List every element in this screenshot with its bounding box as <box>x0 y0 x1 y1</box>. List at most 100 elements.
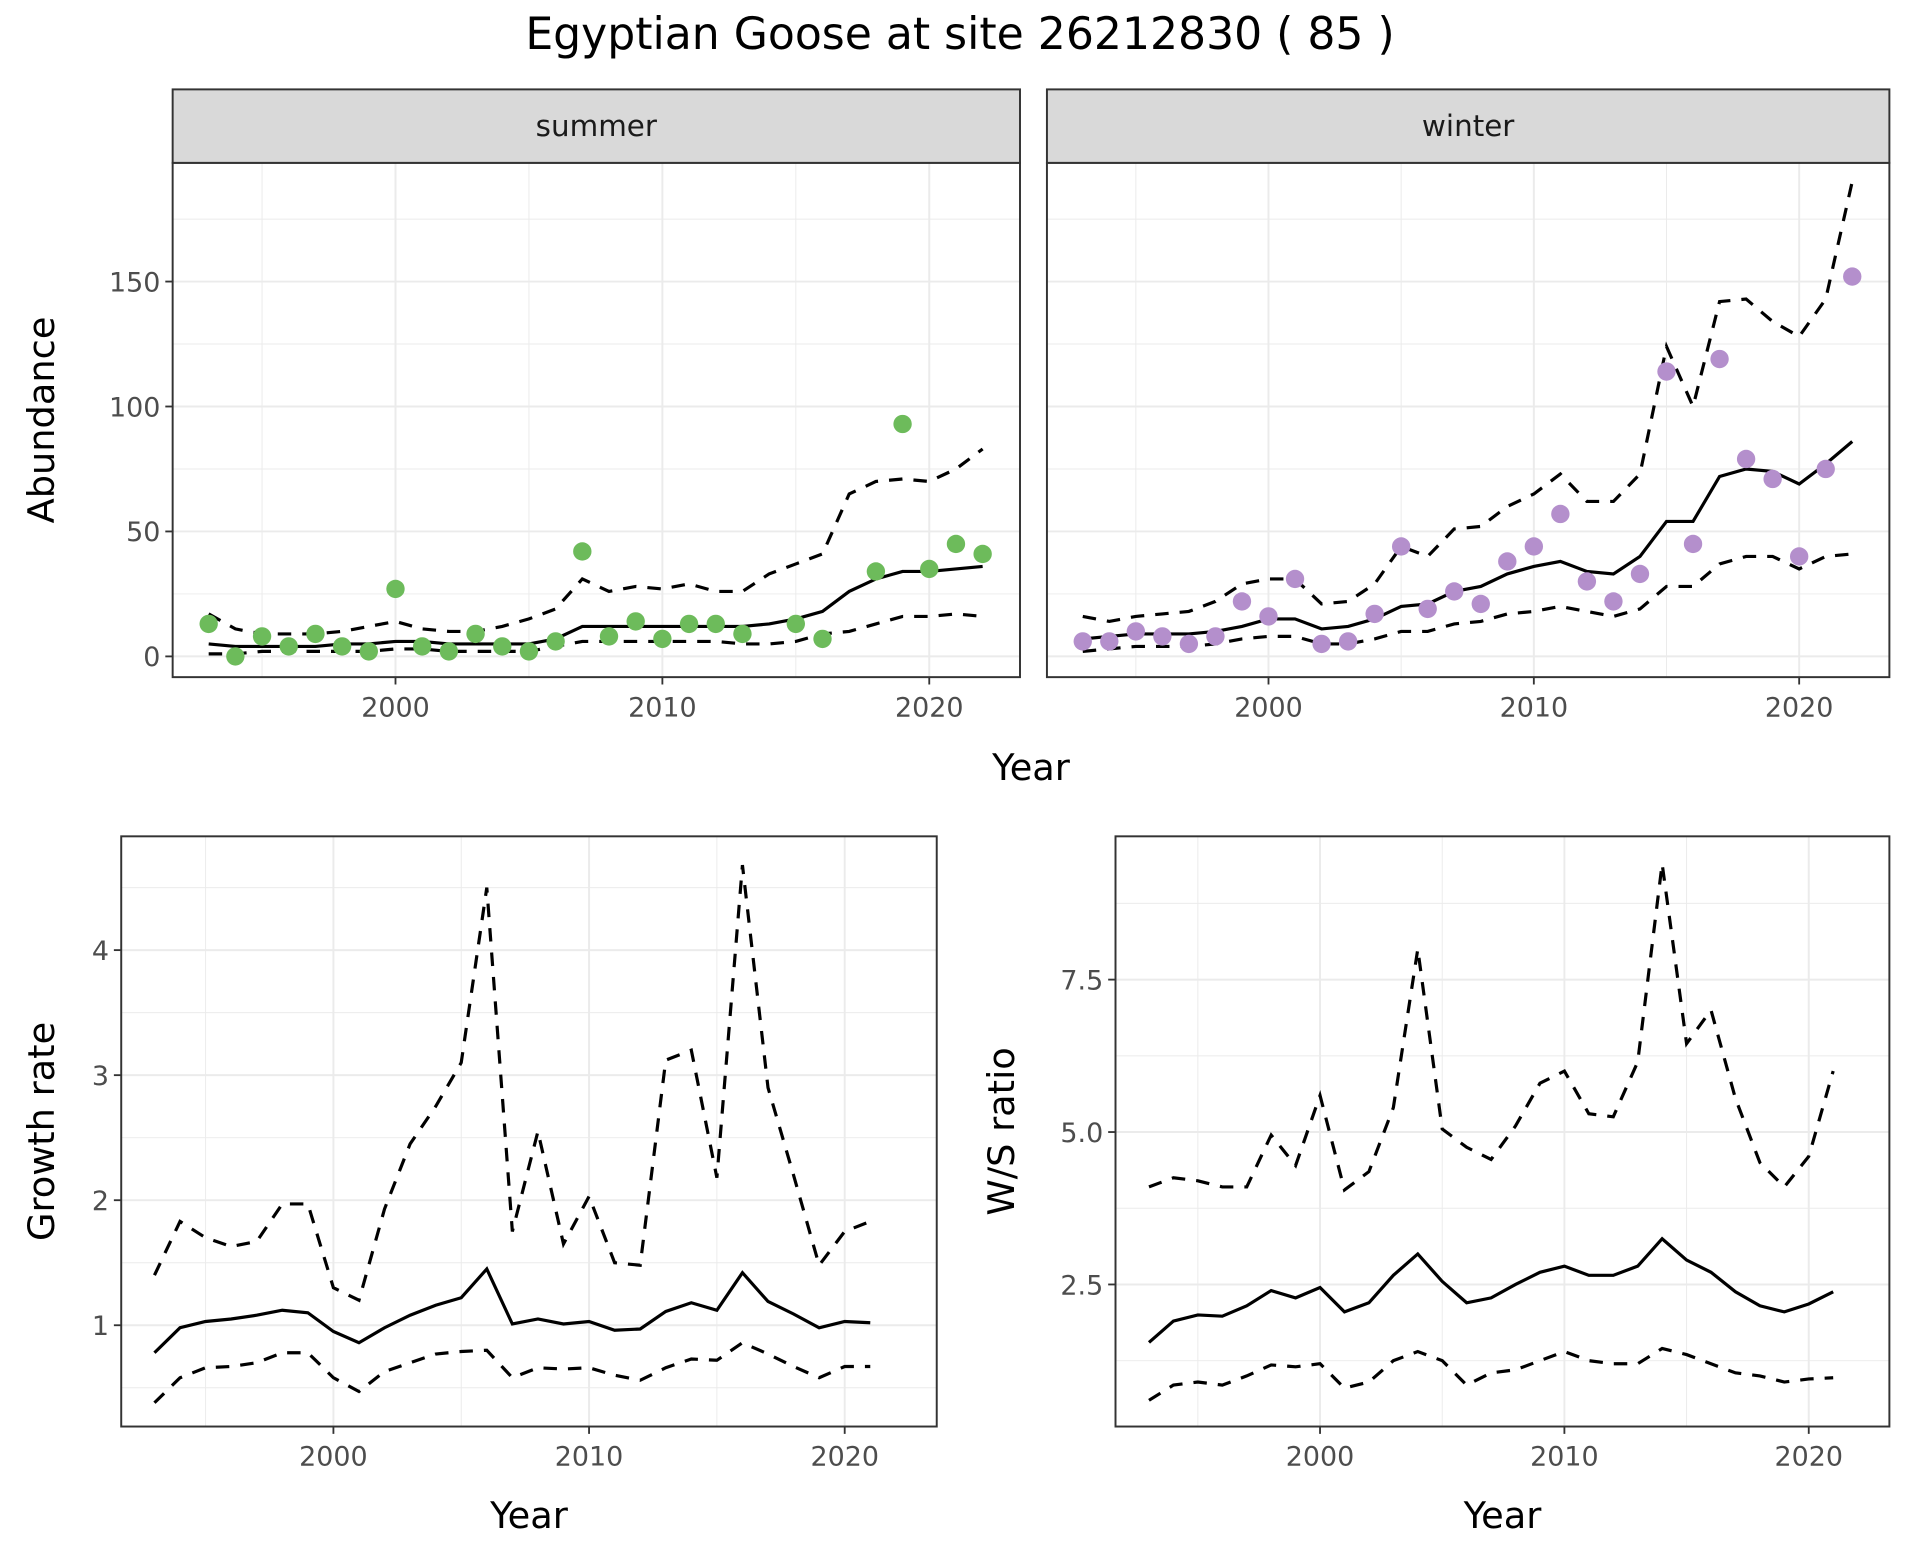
data-point <box>439 642 459 661</box>
data-point <box>1126 622 1146 641</box>
x-tick-label: 2010 <box>1500 692 1569 723</box>
series-line <box>1147 1236 1834 1344</box>
plot-area <box>1147 863 1835 1402</box>
y-tick-label: 5.0 <box>1060 1118 1103 1149</box>
data-point <box>546 632 565 651</box>
data-point <box>1418 599 1437 619</box>
y-tick-label: 0 <box>143 642 160 673</box>
series-line <box>153 1340 871 1404</box>
data-point <box>813 629 832 649</box>
data-point <box>626 612 645 631</box>
panel-background <box>172 162 1020 678</box>
data-point <box>1153 627 1172 646</box>
data-point <box>1736 449 1756 469</box>
data-point <box>413 637 432 656</box>
series-line <box>153 864 871 1303</box>
series-line <box>153 1266 871 1354</box>
data-point <box>599 627 619 646</box>
x-axis-title: Year <box>991 746 1071 789</box>
data-point <box>1206 627 1225 646</box>
data-point <box>1312 634 1331 654</box>
y-tick-label: 7.5 <box>1060 965 1103 996</box>
data-point <box>359 642 378 661</box>
data-point <box>252 627 272 646</box>
x-tick-label: 2020 <box>1765 692 1834 723</box>
strip-label: summer <box>536 109 658 143</box>
data-point <box>1445 582 1464 601</box>
y-tick-label: 100 <box>109 392 160 423</box>
data-point <box>1365 604 1384 624</box>
data-point <box>786 614 806 634</box>
data-point <box>893 414 912 434</box>
data-point <box>1100 632 1119 651</box>
figure-title: Egyptian Goose at site 26212830 ( 85 ) <box>525 9 1394 60</box>
x-tick-label: 2020 <box>895 692 964 723</box>
data-point <box>920 559 939 579</box>
data-point <box>1683 534 1703 554</box>
data-point <box>1843 267 1862 286</box>
data-point <box>679 614 699 634</box>
data-point <box>1763 469 1782 489</box>
data-point <box>199 614 218 634</box>
data-point <box>1391 537 1411 556</box>
x-tick-label: 2000 <box>361 692 430 723</box>
x-tick-label: 2020 <box>1774 1442 1843 1473</box>
data-point <box>1498 552 1517 571</box>
data-point <box>1285 569 1305 589</box>
y-axis-title: Growth rate <box>20 1022 63 1241</box>
strip-background <box>1045 88 1891 164</box>
data-point <box>1232 592 1252 611</box>
y-tick-label: 1 <box>92 1311 109 1342</box>
data-point <box>1630 564 1650 584</box>
x-tick-label: 2000 <box>299 1442 368 1473</box>
y-tick-label: 4 <box>92 936 109 967</box>
y-tick-label: 2 <box>92 1186 109 1217</box>
x-tick-label: 2010 <box>1530 1442 1599 1473</box>
data-point <box>1816 459 1835 479</box>
data-point <box>1179 634 1199 654</box>
x-axis-title: Year <box>1463 1494 1543 1537</box>
x-tick-label: 2010 <box>628 692 697 723</box>
data-point <box>1338 632 1358 651</box>
data-point <box>1657 362 1676 381</box>
data-point <box>1577 572 1597 591</box>
data-point <box>1471 594 1490 614</box>
plot-area <box>1073 181 1862 654</box>
y-axis-title: W/S ratio <box>980 1047 1023 1215</box>
x-tick-label: 2010 <box>555 1442 624 1473</box>
data-point <box>866 562 886 581</box>
plot-area <box>199 414 992 666</box>
x-axis-title: Year <box>489 1494 569 1537</box>
data-point <box>306 624 325 644</box>
y-tick-label: 2.5 <box>1060 1270 1103 1301</box>
data-point <box>466 624 485 644</box>
panel-border <box>1114 835 1891 1428</box>
data-point <box>1710 349 1729 369</box>
data-point <box>706 614 725 634</box>
y-tick-label: 150 <box>109 267 160 298</box>
x-tick-label: 2020 <box>810 1442 879 1473</box>
strip-background <box>171 88 1021 164</box>
data-point <box>519 642 539 661</box>
y-tick-label: 3 <box>92 1061 109 1092</box>
data-point <box>1259 607 1278 626</box>
data-point <box>973 544 992 564</box>
data-point <box>332 637 352 656</box>
data-point <box>653 629 672 649</box>
y-axis-title: Abundance <box>20 317 63 524</box>
data-point <box>1604 592 1623 611</box>
data-point <box>1789 547 1809 566</box>
data-point <box>493 637 512 656</box>
series-line <box>207 447 984 636</box>
x-tick-label: 2000 <box>1234 692 1303 723</box>
data-point <box>573 542 592 561</box>
data-point <box>733 624 752 644</box>
panel-border <box>120 835 938 1428</box>
plot-area <box>153 864 871 1404</box>
panel-background <box>121 836 937 1427</box>
x-tick-label: 2000 <box>1286 1442 1355 1473</box>
data-point <box>1551 504 1570 524</box>
series-line <box>1082 181 1854 624</box>
